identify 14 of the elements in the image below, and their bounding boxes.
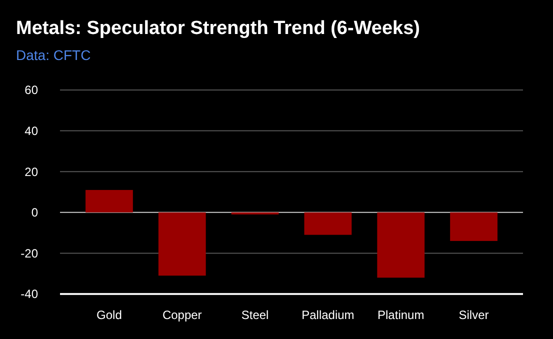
x-tick-label: Palladium — [302, 308, 354, 322]
y-tick-label: 0 — [31, 206, 38, 220]
y-tick-label: -20 — [20, 246, 38, 260]
chart-title: Metals: Speculator Strength Trend (6-Weeks) — [16, 18, 420, 39]
x-tick-label: Gold — [96, 308, 122, 322]
x-tick-label: Platinum — [378, 308, 424, 322]
y-tick-label: -40 — [20, 287, 38, 302]
y-tick-label: 20 — [24, 164, 38, 179]
x-tick-label: Steel — [241, 308, 269, 322]
y-tick-label: 40 — [24, 124, 38, 138]
chart-subtitle: Data: CFTC — [16, 47, 91, 63]
x-tick-label: Silver — [458, 308, 489, 322]
x-tick-label: Copper — [162, 308, 202, 322]
y-tick-label: 60 — [24, 83, 38, 98]
